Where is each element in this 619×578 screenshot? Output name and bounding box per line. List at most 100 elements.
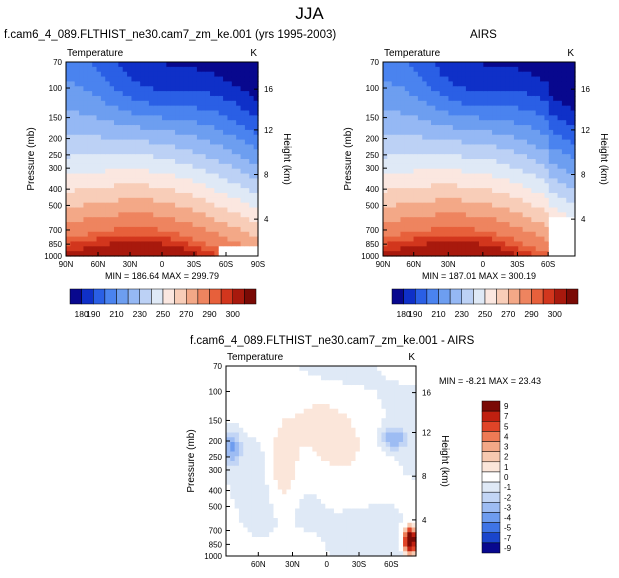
heat-cell <box>83 202 89 209</box>
heat-cell <box>210 217 215 223</box>
heat-cell <box>251 413 257 419</box>
heat-cell <box>264 375 270 381</box>
heat-cell <box>244 217 250 223</box>
heat-cell <box>479 66 484 73</box>
heat-cell <box>196 236 202 243</box>
heat-cell <box>109 81 115 87</box>
heat-cell <box>135 149 141 155</box>
heat-cell <box>122 197 128 204</box>
heat-cell <box>70 154 76 160</box>
heat-cell <box>299 503 305 510</box>
heat-cell <box>470 81 476 87</box>
heat-cell <box>201 129 207 136</box>
heat-cell <box>570 81 576 87</box>
heat-cell <box>308 541 313 548</box>
heat-cell <box>260 465 266 472</box>
heat-cell <box>214 197 220 204</box>
heat-cell <box>422 120 428 126</box>
heat-cell <box>431 226 436 233</box>
heat-cell <box>175 163 181 170</box>
heat-cell <box>316 427 322 434</box>
heat-cell <box>312 389 318 396</box>
heat-cell <box>492 207 498 213</box>
heat-cell <box>109 91 115 97</box>
heat-cell <box>238 489 244 495</box>
heat-cell <box>218 91 224 97</box>
heat-cell <box>566 81 572 87</box>
heat-cell <box>338 385 344 391</box>
heat-cell <box>548 231 554 238</box>
heat-cell <box>282 437 288 443</box>
heat-cell <box>238 527 244 533</box>
heat-cell <box>457 134 463 141</box>
heat-cell <box>308 427 313 434</box>
heat-cell <box>457 139 463 146</box>
heat-cell <box>513 192 519 199</box>
heat-cell <box>448 149 454 155</box>
heat-cell <box>70 120 76 126</box>
heat-cell <box>218 159 224 165</box>
heat-cell <box>201 149 207 155</box>
heat-cell <box>214 154 220 160</box>
heat-cell <box>387 120 393 126</box>
heat-cell <box>325 380 331 386</box>
heat-cell <box>247 389 253 396</box>
heat-cell <box>249 100 255 107</box>
heat-cell <box>122 251 128 257</box>
heat-cell <box>87 207 93 213</box>
heat-cell <box>114 129 119 136</box>
heat-cell <box>553 71 559 78</box>
heat-cell <box>218 149 224 155</box>
heat-cell <box>404 222 410 228</box>
heat-cell <box>74 144 80 150</box>
heat-cell <box>448 139 454 146</box>
heat-cell <box>333 480 339 486</box>
heat-cell <box>131 139 137 146</box>
heat-cell <box>479 139 484 146</box>
heat-cell <box>422 115 428 121</box>
heat-cell <box>435 95 441 102</box>
heat-cell <box>282 494 288 500</box>
heat-cell <box>527 105 532 112</box>
heat-cell <box>422 168 428 175</box>
heat-cell <box>70 100 76 107</box>
heat-cell <box>273 437 279 443</box>
heat-cell <box>531 168 537 175</box>
heat-cell <box>509 197 515 204</box>
heat-cell <box>342 380 348 386</box>
heat-cell <box>214 66 220 73</box>
heat-cell <box>435 110 441 116</box>
heat-cell <box>236 76 242 82</box>
heat-cell <box>474 62 480 68</box>
heat-cell <box>426 173 432 179</box>
heat-cell <box>157 212 163 218</box>
heat-cell <box>483 105 489 112</box>
heat-cell <box>426 120 432 126</box>
heat-cell <box>509 115 515 121</box>
heat-cell <box>179 246 185 252</box>
heat-cell <box>170 76 176 82</box>
heat-cell <box>74 231 80 238</box>
heat-cell <box>431 86 436 92</box>
heat-cell <box>122 222 128 228</box>
heat-cell <box>114 192 119 199</box>
heat-cell <box>226 446 231 453</box>
heat-cell <box>342 513 348 519</box>
heat-cell <box>131 178 137 184</box>
heat-cell <box>413 62 419 68</box>
heat-cell <box>338 451 344 457</box>
heat-cell <box>226 394 231 400</box>
heat-cell <box>286 442 292 448</box>
heat-cell <box>457 222 463 228</box>
heat-cell <box>109 231 115 238</box>
heat-cell <box>400 212 406 218</box>
heat-cell <box>201 154 207 160</box>
heat-cell <box>342 456 348 462</box>
heat-cell <box>561 163 567 170</box>
heat-cell <box>413 91 419 97</box>
heat-cell <box>465 207 471 213</box>
heat-cell <box>316 465 322 472</box>
heat-cell <box>114 251 119 257</box>
heat-cell <box>535 76 541 82</box>
heat-cell <box>170 86 176 92</box>
